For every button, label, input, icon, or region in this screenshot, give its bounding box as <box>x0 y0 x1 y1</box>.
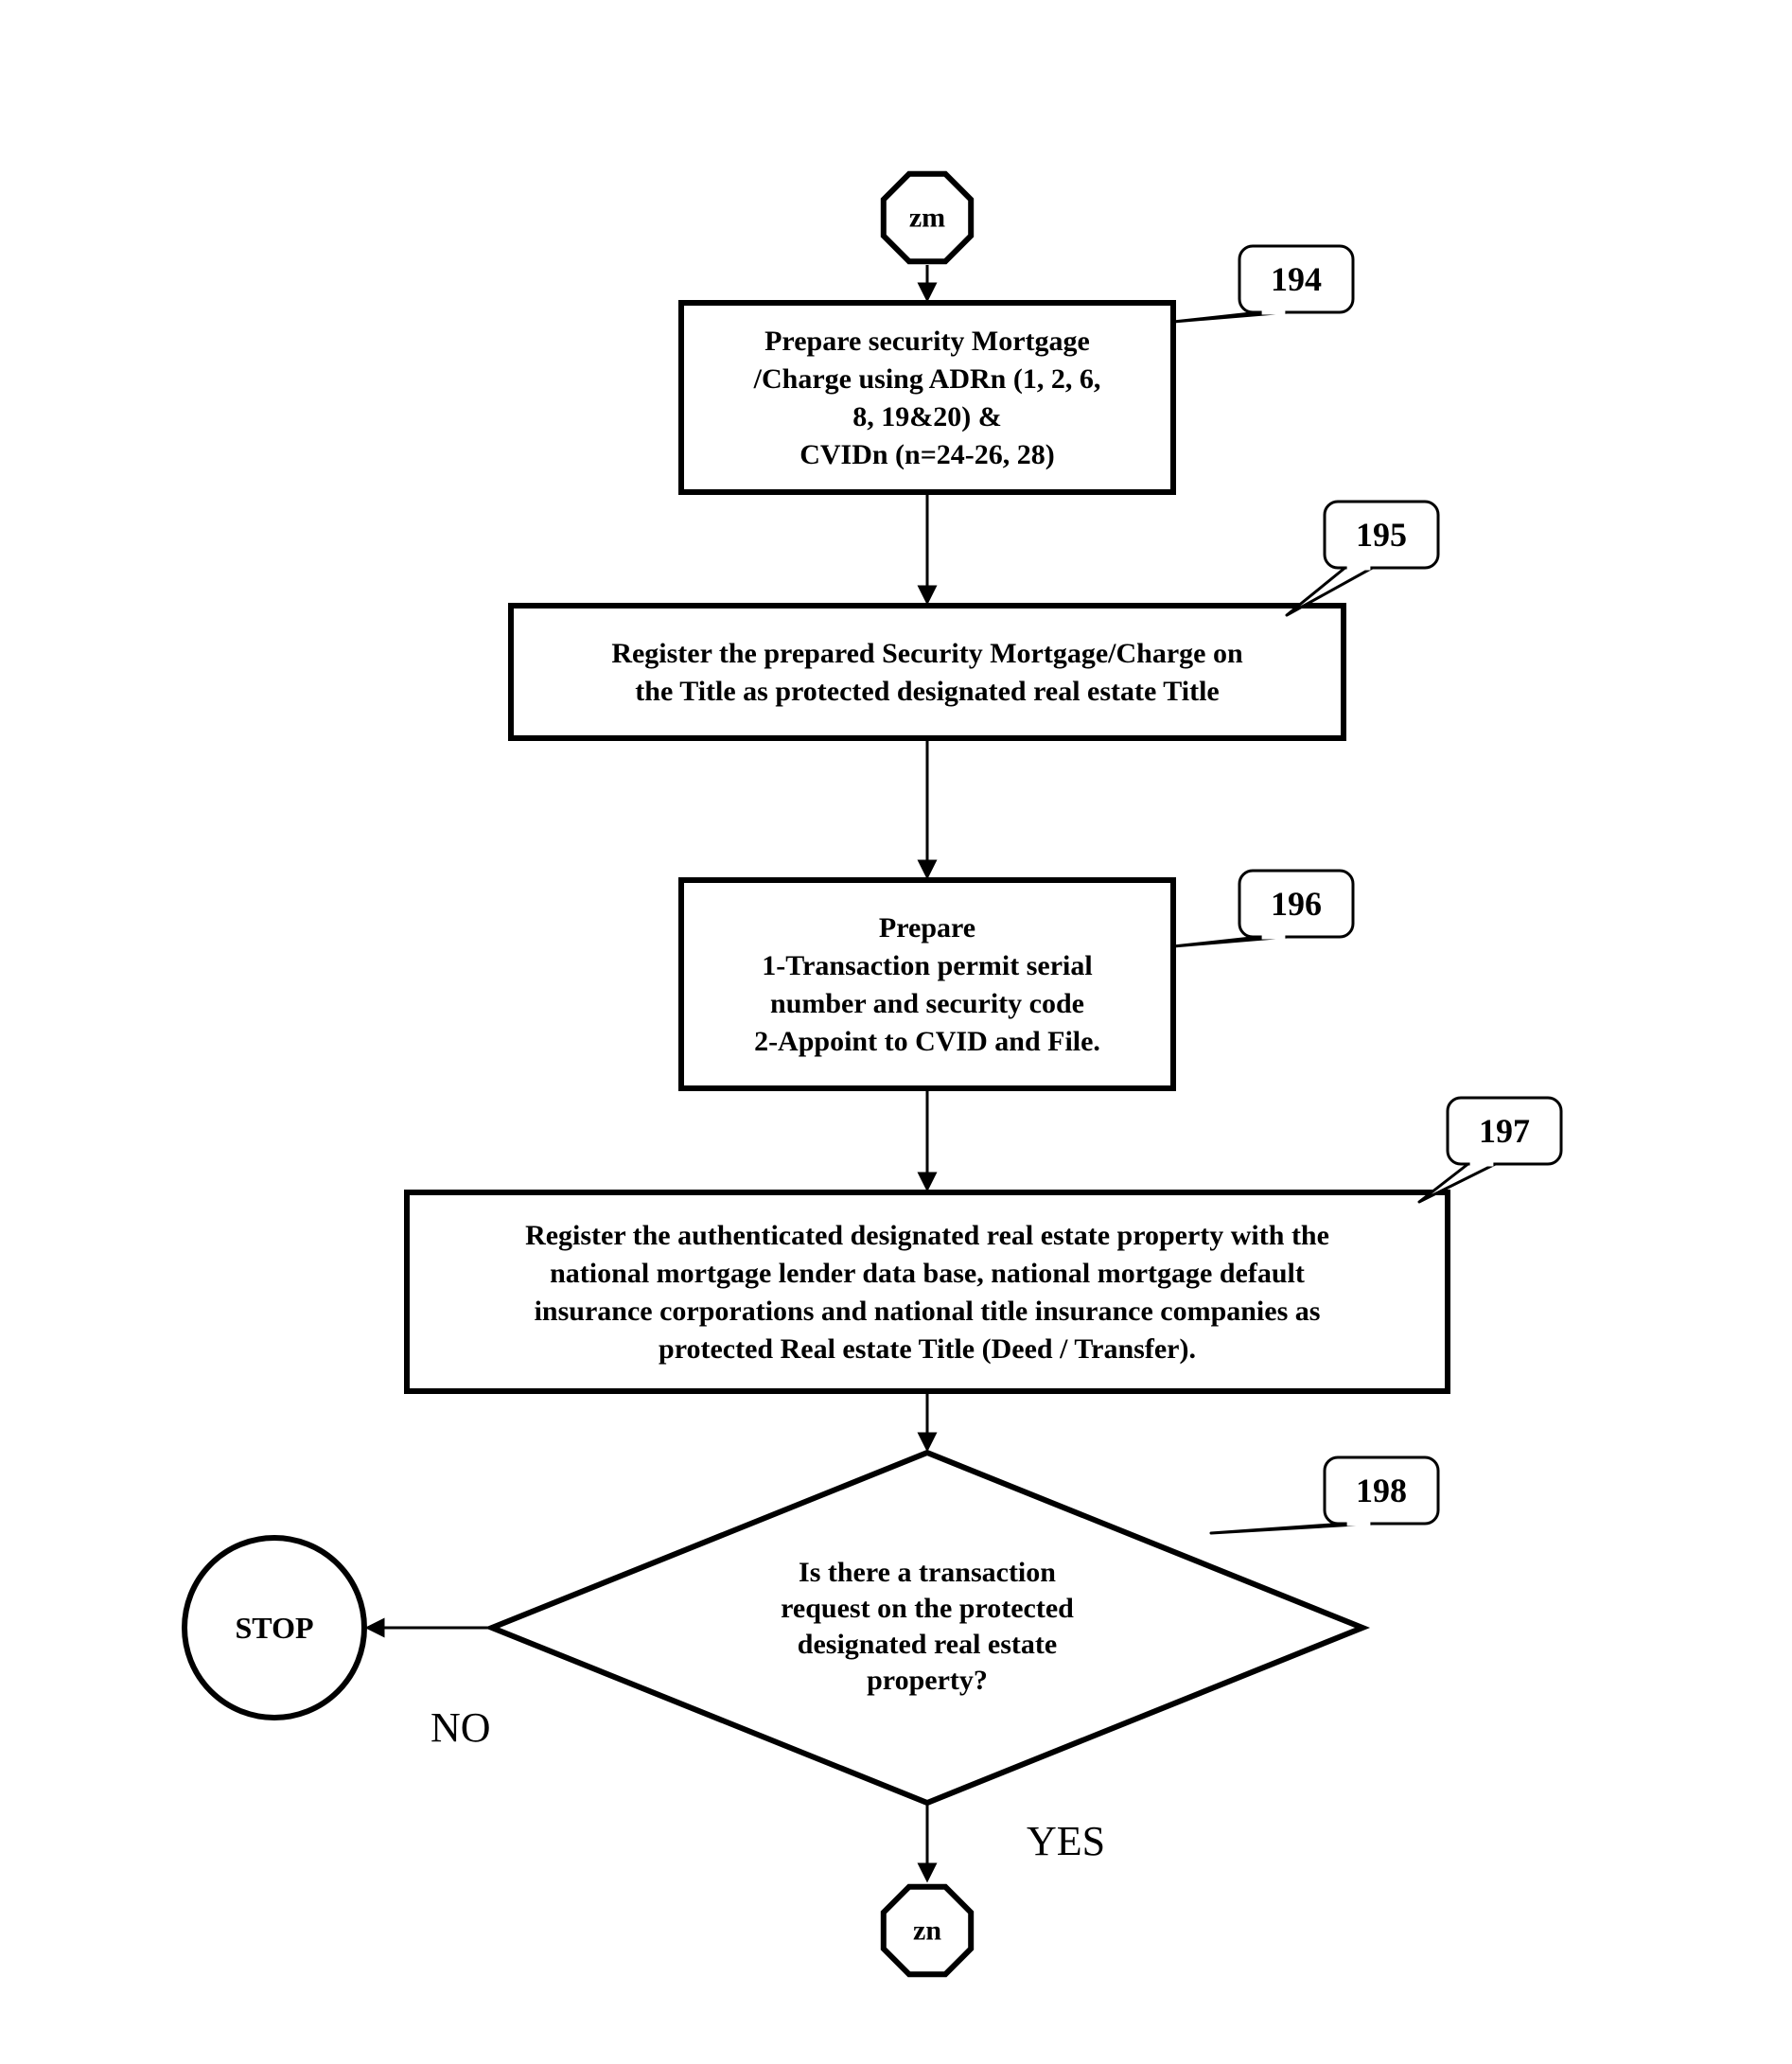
branch-no: NO <box>430 1704 491 1751</box>
branch-yes: YES <box>1027 1818 1105 1864</box>
start-label: zm <box>909 203 945 234</box>
end-label: zn <box>913 1915 941 1947</box>
callout-label: 198 <box>1356 1472 1407 1509</box>
callout-label: 196 <box>1271 885 1322 923</box>
decision-diamond <box>492 1453 1362 1803</box>
process-box-b196 <box>681 880 1173 1088</box>
callout-label: 194 <box>1271 260 1322 298</box>
stop-label: STOP <box>236 1611 314 1645</box>
callout-label: 195 <box>1356 516 1407 554</box>
callout-label: 197 <box>1479 1112 1530 1150</box>
process-box-b195 <box>511 606 1344 738</box>
